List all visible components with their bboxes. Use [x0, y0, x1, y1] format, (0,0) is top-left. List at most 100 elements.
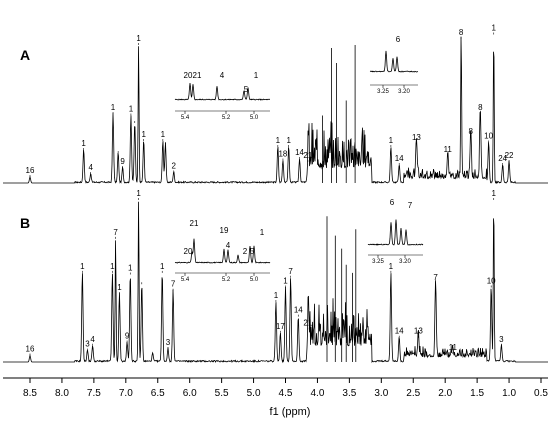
x-tick-label: 7.0 [119, 388, 133, 399]
x-tick-label: 5.0 [247, 388, 261, 399]
inset-3: 5.4 5.2 5.0 21 19 20 4 2 5 1 [174, 219, 271, 283]
inset-trace [367, 219, 424, 246]
inset-peak-label: 4 [226, 241, 231, 250]
x-tick-label: 6.0 [183, 388, 197, 399]
panel-label-a: A [20, 47, 30, 63]
peak-label: 1 [128, 264, 133, 273]
inset-peak-label: 1 [254, 71, 259, 80]
inset-4: 3.25 3.20 6 7 [367, 198, 424, 265]
panel-label-b: B [20, 215, 30, 231]
inset-peak-label: 21 [190, 219, 199, 228]
peak-label: 1 [141, 130, 146, 139]
peak-label: 8 [478, 103, 483, 112]
peak-label: 8 [469, 127, 474, 136]
spectrum-trace-a [3, 36, 548, 185]
peak-label: 1 [161, 130, 166, 139]
peak-label: 1 [492, 189, 497, 198]
peak-label: 3 [85, 340, 90, 349]
peak-label: 1 [274, 291, 279, 300]
peak-label: 1 [80, 262, 85, 271]
inset-tick-label: 5.4 [181, 115, 190, 121]
x-tick-label: 3.0 [374, 388, 388, 399]
x-tick-label: 7.5 [87, 388, 101, 399]
x-tick-label: 4.0 [310, 388, 324, 399]
peak-label: 7 [433, 273, 438, 282]
inset-peak-label: 2 [243, 247, 248, 256]
peak-label: 11 [449, 343, 458, 352]
x-tick-label: 2.0 [438, 388, 452, 399]
x-tick-label: 8.0 [55, 388, 69, 399]
inset-1: 5.4 5.2 5.0 20 21 4 51 [174, 71, 270, 121]
inset-tick-label: 3.25 [372, 259, 384, 265]
peak-label: 8 [459, 28, 464, 37]
x-axis-ticks: 8.5 8.0 7.5 7.0 6.5 6.0 5.5 5.0 4.5 4.0 3.5 3.0 2.5 2… [23, 378, 548, 399]
peak-label: 1 [389, 262, 394, 271]
inset-tick-label: 5.0 [250, 277, 259, 283]
inset-peak-label: 21 [193, 71, 202, 80]
peak-label: 1 [283, 276, 288, 285]
inset-tick-label: 5.0 [250, 115, 259, 121]
inset-tick-label: 3.20 [398, 89, 410, 95]
inset-peak-label: 6 [396, 35, 401, 44]
peak-label: 13 [414, 327, 423, 336]
peak-label: 1 [276, 136, 281, 145]
peak-label: 9 [125, 332, 130, 341]
peak-label: 14 [395, 327, 404, 336]
peak-label: 1 [492, 24, 497, 33]
peak-label: 14 [395, 154, 404, 163]
peak-label: 3 [166, 338, 171, 347]
inset-peak-label: 20 [184, 71, 193, 80]
peak-label: 1 [129, 105, 134, 114]
peak-label: 24 [498, 154, 507, 163]
peak-label: 1 [117, 283, 122, 292]
peak-label: 11 [444, 145, 453, 154]
x-tick-label: 3.5 [342, 388, 356, 399]
peak-label: 1 [389, 136, 394, 145]
peak-label: 22 [505, 151, 514, 160]
peak-label: 4 [90, 335, 95, 344]
peak-label: 2 [171, 162, 176, 171]
peak-label: 1 [160, 262, 165, 271]
peak-label: 7 [171, 280, 176, 289]
inset-tick-label: 3.25 [377, 89, 389, 95]
inset-peak-label: 4 [220, 71, 225, 80]
x-tick-label: 8.5 [23, 388, 37, 399]
x-tick-label: 5.5 [215, 388, 229, 399]
peak-label: 14 [294, 306, 303, 315]
inset-peak-label: 19 [220, 226, 229, 235]
x-axis-label: f1 (ppm) [270, 406, 311, 418]
peak-label: 1 [136, 34, 141, 43]
x-tick-label: 1.5 [470, 388, 484, 399]
x-tick-label: 2.5 [406, 388, 420, 399]
x-tick-label: 0.5 [534, 388, 548, 399]
peak-label: 3 [499, 335, 504, 344]
peak-label: 9 [120, 157, 125, 166]
peak-label: 10 [487, 276, 496, 285]
peak-label: 21 [303, 151, 312, 160]
peak-label: 13 [412, 133, 421, 142]
peak-markers-a [29, 32, 510, 177]
peak-label: 16 [26, 345, 35, 354]
spectrum-trace-b [3, 201, 548, 364]
inset-peak-label: 6 [390, 198, 395, 207]
inset-tick-label: 5.4 [181, 277, 190, 283]
peak-label: 7 [113, 228, 118, 237]
inset-peak-label: 5 [244, 85, 249, 94]
inset-2: 3.25 3.20 6 [369, 35, 419, 95]
peak-label: 7 [288, 267, 293, 276]
inset-peak-label: 7 [408, 201, 413, 210]
inset-trace [174, 238, 271, 264]
inset-tick-label: 5.2 [222, 277, 231, 283]
peak-label: 1 [111, 103, 116, 112]
inset-trace [174, 82, 270, 101]
peak-label: 10 [484, 132, 493, 141]
peak-label: 17 [276, 322, 285, 331]
peak-label: 18 [278, 150, 287, 159]
inset-trace [369, 50, 419, 73]
